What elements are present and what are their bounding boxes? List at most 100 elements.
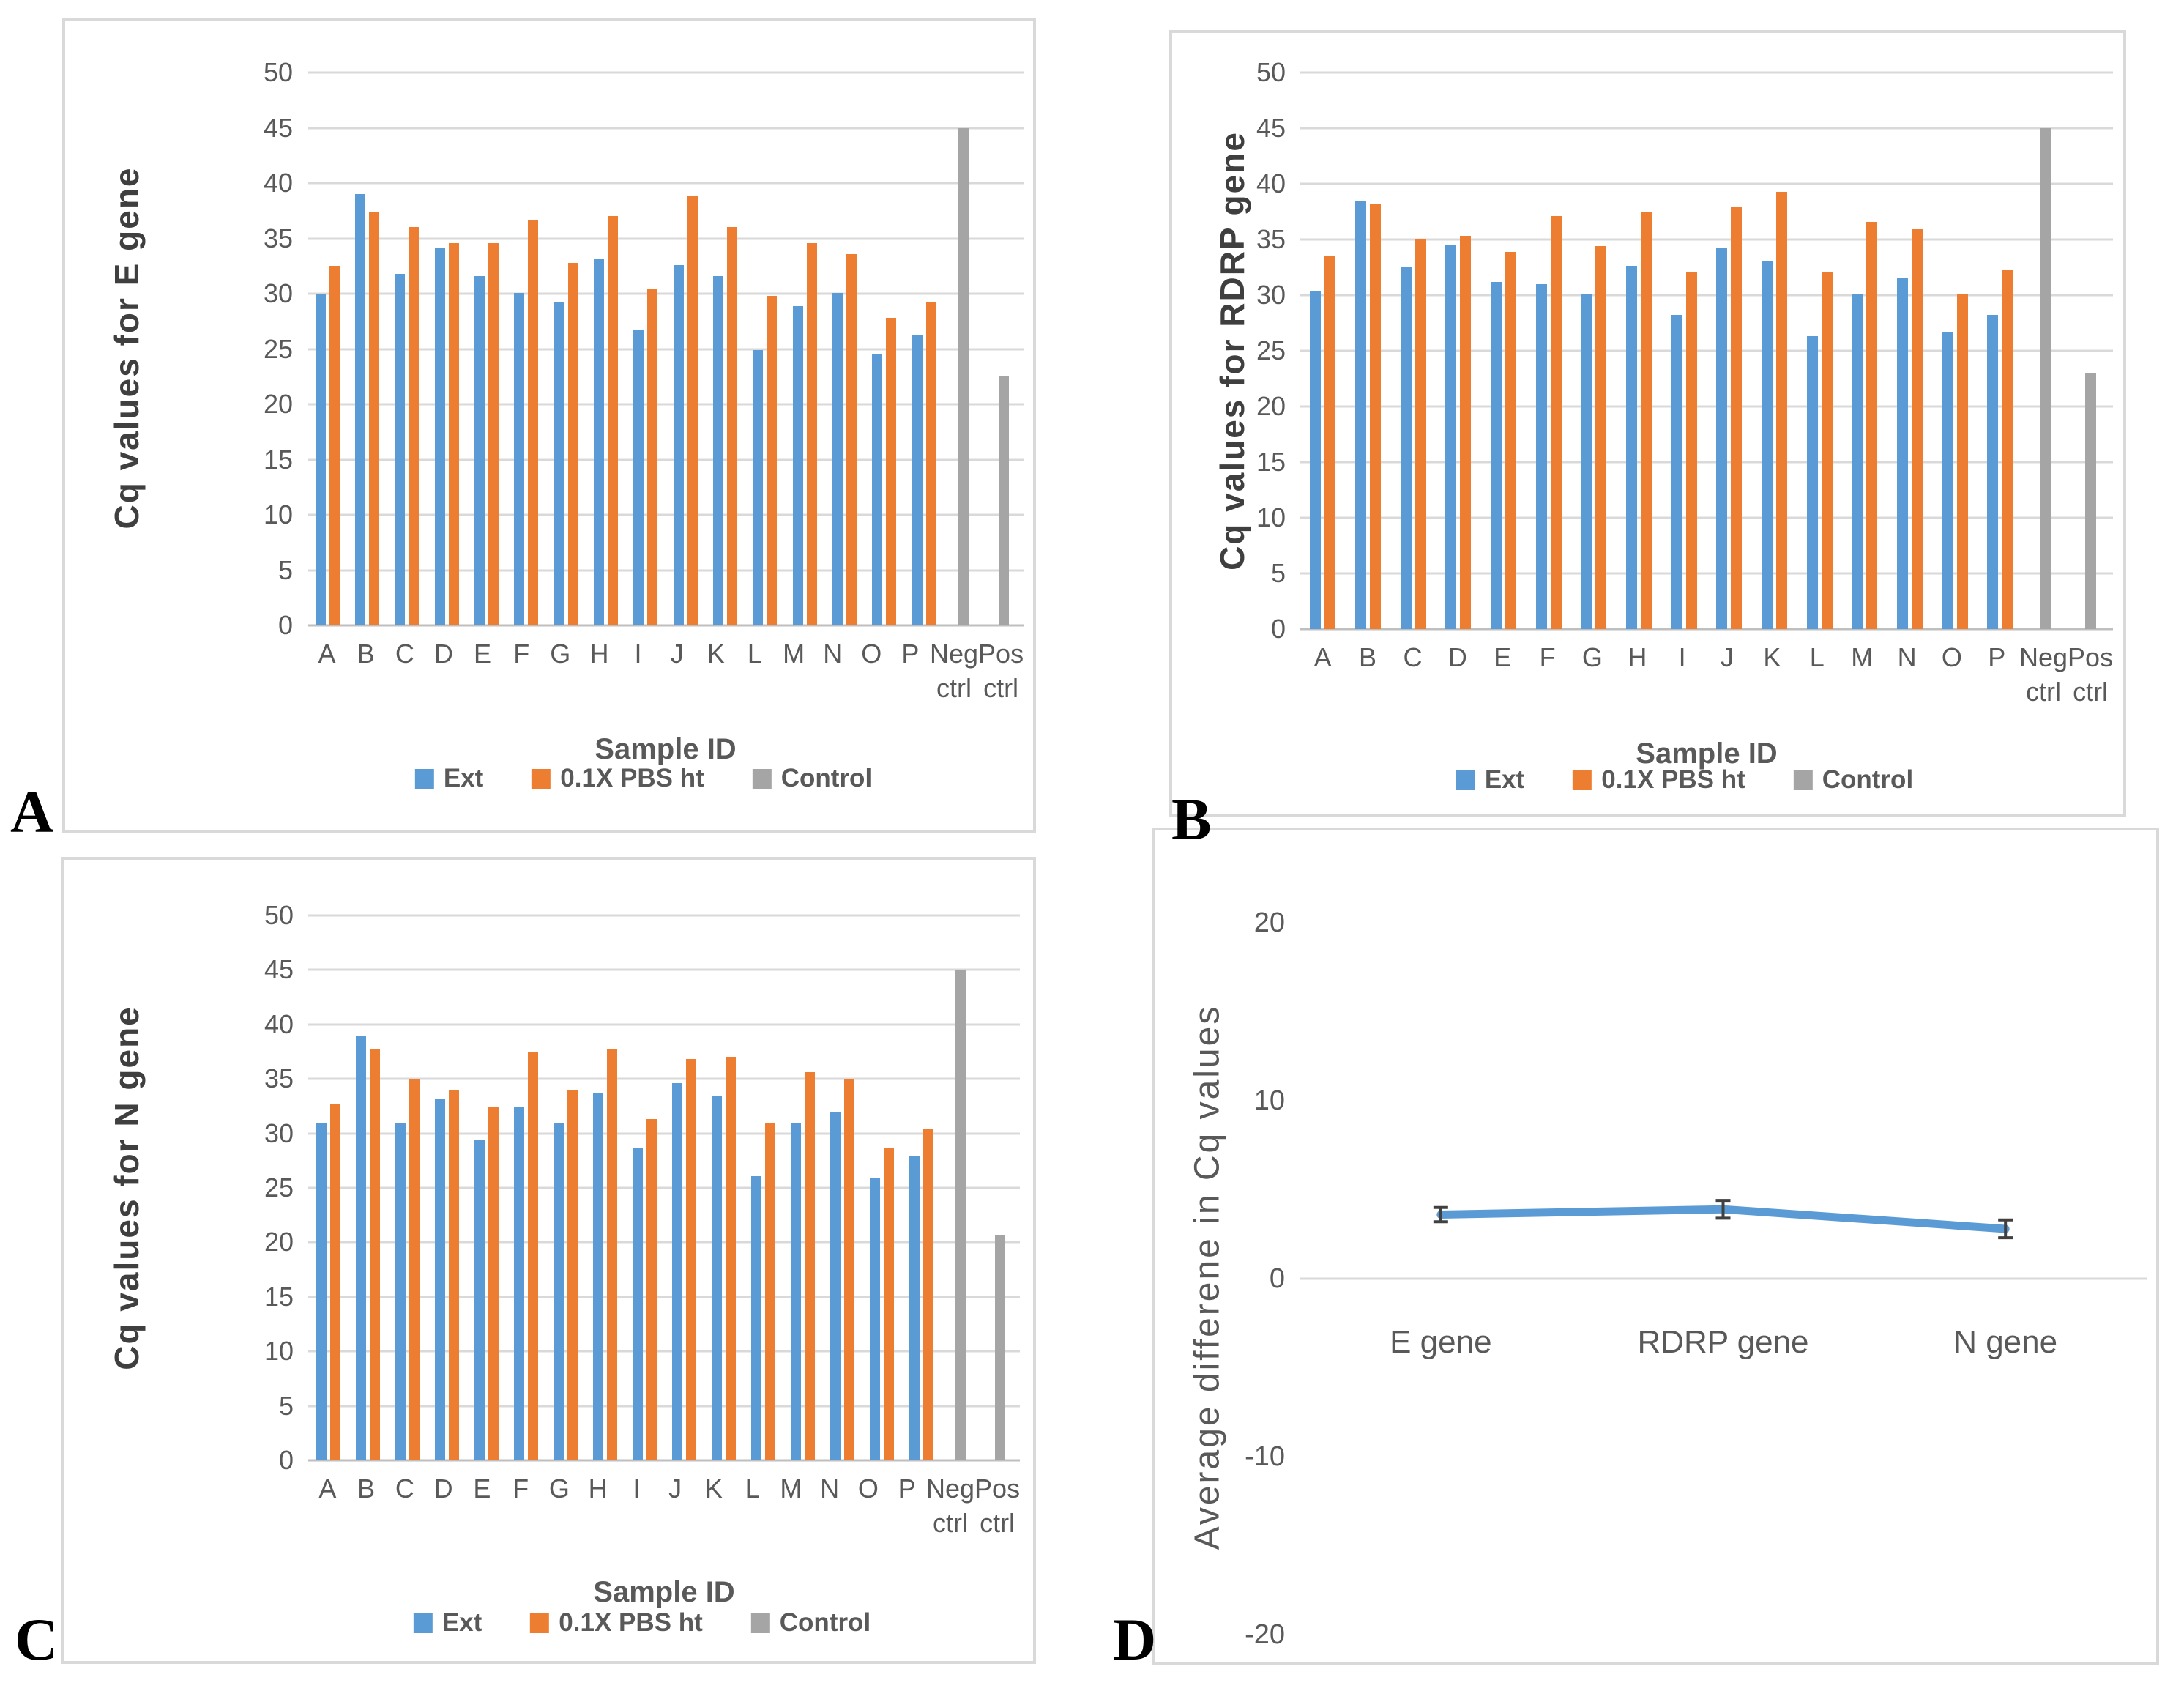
x-category-neg-ctrl: Neg ctrl [930, 639, 979, 703]
gridline-50 [308, 71, 1024, 74]
bar-ext-f [1535, 283, 1547, 629]
x-category-c: C [395, 639, 414, 669]
bar-0.1x-pbs-ht-h [606, 1048, 617, 1460]
bar-group-F [1526, 73, 1571, 629]
bar-ext-n [1897, 278, 1909, 629]
bar-0.1x-pbs-ht-l [764, 1122, 775, 1460]
bar-group-A [308, 73, 347, 625]
bar-ext-n [832, 292, 843, 625]
bar-ext-p [909, 1156, 920, 1460]
x-category-l: L [747, 639, 762, 669]
x-category-pos-ctrl: Pos ctrl [2068, 642, 2114, 707]
y-tick-45: 45 [263, 112, 293, 143]
bar-0.1x-pbs-ht-n [843, 1079, 854, 1460]
legend-item-ext: Ext [1456, 765, 1524, 795]
y-tick-20: 20 [1253, 907, 1285, 938]
gridline-5 [308, 569, 1024, 571]
legend-c: Ext 0.1X PBS ht Control [413, 1608, 871, 1638]
bar-0.1x-pbs-ht-k [1776, 191, 1788, 629]
panel-letter-b: B [1171, 786, 1212, 852]
y-tick-30: 30 [263, 278, 293, 308]
panel-rdrp-gene-chart: Cq values for RDRP gene 0 5 10 15 20 25 30 35 40… [1169, 30, 2126, 817]
x-category-k: K [704, 1473, 723, 1504]
bar-group-C [1390, 73, 1436, 629]
bar-group-H [586, 73, 625, 625]
bar-ext-k [1762, 261, 1773, 629]
bar-0.1x-pbs-ht-c [409, 227, 420, 625]
bar-0.1x-pbs-ht-a [329, 1104, 340, 1460]
x-category-pos-ctrl: Pos ctrl [974, 1473, 1021, 1538]
bar-group-F [507, 73, 546, 625]
gridline-25 [308, 1186, 1020, 1189]
bar-ext-n [830, 1111, 841, 1460]
bar-ext-c [395, 1122, 406, 1460]
legend-item-pbs: 0.1X PBS ht [532, 764, 704, 793]
x-category-o: O [1941, 642, 1962, 672]
legend-swatch-ext [414, 768, 434, 789]
bar-0.1x-pbs-ht-p [925, 302, 936, 625]
y-tick--10: -10 [1245, 1441, 1285, 1472]
bar-ext-f [514, 292, 525, 625]
x-category-p: P [901, 639, 920, 669]
y-tick-30: 30 [1256, 280, 1286, 310]
gridline-25 [308, 348, 1024, 350]
gridline-45 [1300, 127, 2113, 130]
y-tick-0: 0 [277, 610, 293, 640]
y-tick-25: 25 [1256, 335, 1286, 365]
y-tick-10: 10 [264, 1336, 294, 1367]
bar-group-J [666, 73, 705, 625]
y-tick-45: 45 [1256, 113, 1286, 143]
panel-average-difference-chart: Average differene in Cq values 20 10 0 -10 -… [1152, 828, 2159, 1665]
legend-swatch-control [752, 768, 772, 789]
gridline-45 [308, 968, 1020, 971]
y-tick-40: 40 [264, 1008, 294, 1039]
legend-label-ext: Ext [441, 1608, 482, 1637]
bar-ext-a [316, 1122, 327, 1460]
bar-control-neg-ctrl [2040, 128, 2051, 629]
x-category-a: A [1313, 642, 1332, 672]
legend-label-pbs: 0.1X PBS ht [1601, 765, 1745, 794]
legend-item-pbs: 0.1X PBS ht [530, 1608, 703, 1638]
legend-item-control: Control [1793, 765, 1913, 795]
bar-ext-h [592, 1093, 603, 1460]
gridline-40 [308, 1023, 1020, 1026]
bar-0.1x-pbs-ht-i [647, 289, 658, 625]
bar-group-G [546, 73, 586, 625]
x-category-i: I [634, 639, 642, 669]
x-category-o: O [861, 639, 882, 669]
x-category-f: F [513, 1473, 529, 1504]
y-tick-10: 10 [1253, 1085, 1285, 1116]
bar-0.1x-pbs-ht-m [804, 1072, 815, 1460]
x-category-labels: A B C D E F G H I J K L M N O P Neg ctrl Pos ctrl [1300, 641, 2113, 710]
y-tick-5: 5 [1270, 558, 1286, 588]
line-series-graphic [1433, 1199, 2013, 1240]
x-category-m: M [783, 639, 805, 669]
gridline-0 [308, 1459, 1020, 1462]
bar-ext-o [872, 353, 883, 625]
bar-group-I [625, 915, 664, 1460]
x-category-j: J [670, 639, 684, 669]
bar-ext-d [434, 1098, 445, 1460]
bar-group-E [1481, 73, 1527, 629]
bar-group-J [1707, 73, 1752, 629]
bar-ext-b [1355, 200, 1366, 629]
gridline-35 [308, 1077, 1020, 1080]
bar-0.1x-pbs-ht-i [646, 1119, 657, 1460]
gridline-15 [308, 1296, 1020, 1298]
bar-ext-l [750, 1175, 761, 1460]
bar-0.1x-pbs-ht-c [1415, 239, 1426, 629]
bar-ext-d [434, 247, 445, 625]
x-axis-title-sample-id-c: Sample ID [593, 1576, 735, 1608]
bar-group-D [427, 73, 466, 625]
bar-group-O [862, 915, 901, 1460]
bar-control-pos-ctrl [998, 376, 1009, 625]
legend-swatch-pbs [1573, 770, 1592, 790]
x-category-c: C [395, 1473, 414, 1504]
bar-ext-o [1942, 332, 1953, 629]
bar-ext-j [671, 1083, 682, 1460]
gridline-20 [1300, 405, 2113, 408]
bar-0.1x-pbs-ht-j [685, 1059, 696, 1460]
panel-letter-d: D [1113, 1606, 1157, 1673]
gridline-0 [1300, 628, 2113, 631]
bar-groups [308, 915, 1020, 1460]
